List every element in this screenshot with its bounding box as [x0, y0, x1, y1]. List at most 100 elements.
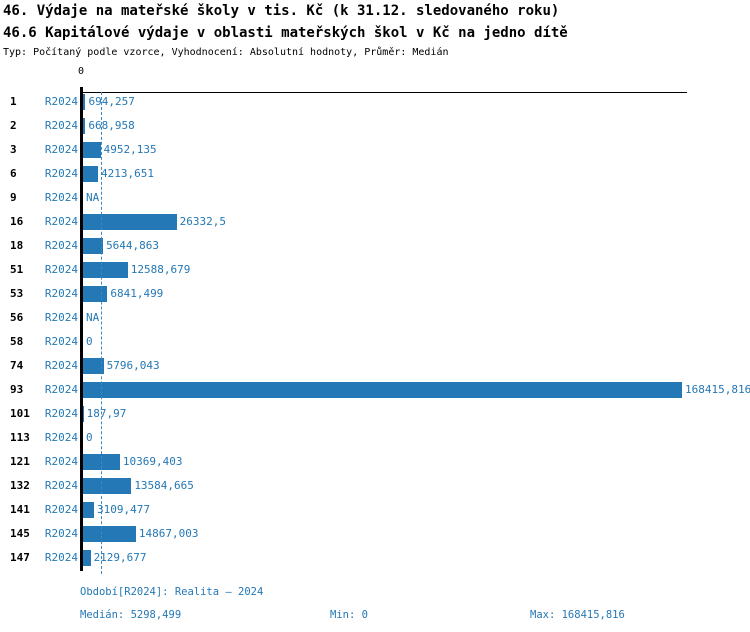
- value-label: 12588,679: [130, 263, 191, 276]
- period-link[interactable]: R2024: [44, 95, 78, 108]
- value-label: 694,257: [88, 95, 135, 108]
- value-bar: [83, 550, 91, 566]
- value-bar: [83, 166, 98, 182]
- period-link[interactable]: R2024: [44, 167, 78, 180]
- row-category-label: 101: [10, 407, 30, 420]
- period-link[interactable]: R2024: [44, 455, 78, 468]
- period-link[interactable]: R2024: [44, 431, 78, 444]
- period-link[interactable]: R2024: [44, 527, 78, 540]
- period-link[interactable]: R2024: [44, 479, 78, 492]
- value-bar: [83, 478, 132, 494]
- period-link[interactable]: R2024: [44, 407, 78, 420]
- chart-row: 74 R2024 5796,043: [0, 354, 750, 378]
- value-label: NA: [86, 191, 100, 204]
- chart-row: 1 R2024 694,257: [0, 90, 750, 114]
- value-bar: [83, 262, 128, 278]
- value-bar: [83, 286, 108, 302]
- chart-row: 141 R2024 3109,477: [0, 498, 750, 522]
- period-link[interactable]: R2024: [44, 551, 78, 564]
- x-axis-zero-tick-label: 0: [77, 66, 85, 77]
- period-link[interactable]: R2024: [44, 383, 78, 396]
- max-stat: Max: 168415,816: [530, 609, 625, 621]
- row-category-label: 16: [10, 215, 24, 228]
- value-label: 2129,677: [93, 551, 147, 564]
- period-link[interactable]: R2024: [44, 359, 78, 372]
- chart-title-line1: 46. Výdaje na mateřské školy v tis. Kč (…: [3, 3, 560, 19]
- chart-row: 53 R2024 6841,499: [0, 282, 750, 306]
- row-category-label: 9: [10, 191, 17, 204]
- period-link[interactable]: R2024: [44, 503, 78, 516]
- value-bar: [83, 238, 104, 254]
- value-label: 0: [86, 431, 93, 444]
- row-category-label: 6: [10, 167, 17, 180]
- period-link[interactable]: R2024: [44, 311, 78, 324]
- chart-row: 145 R2024 14867,003: [0, 522, 750, 546]
- period-link[interactable]: R2024: [44, 143, 78, 156]
- y-axis-line: [80, 87, 83, 571]
- chart-row: 132 R2024 13584,665: [0, 474, 750, 498]
- value-bar: [83, 382, 682, 398]
- value-label: 4952,135: [103, 143, 157, 156]
- period-link[interactable]: R2024: [44, 119, 78, 132]
- value-bar: [83, 358, 104, 374]
- row-category-label: 145: [10, 527, 30, 540]
- period-legend: Období[R2024]: Realita – 2024: [80, 586, 264, 598]
- period-link[interactable]: R2024: [44, 215, 78, 228]
- chart-row: 2 R2024 668,958: [0, 114, 750, 138]
- value-bar: [83, 502, 95, 518]
- value-bar: [83, 406, 84, 422]
- row-category-label: 58: [10, 335, 24, 348]
- value-bar: [83, 214, 177, 230]
- median-line: [100, 92, 102, 574]
- period-link[interactable]: R2024: [44, 239, 78, 252]
- chart-row: 93 R2024 168415,816: [0, 378, 750, 402]
- row-category-label: 93: [10, 383, 24, 396]
- chart-row: 16 R2024 26332,5: [0, 210, 750, 234]
- row-category-label: 141: [10, 503, 30, 516]
- chart-row: 9 R2024 NA: [0, 186, 750, 210]
- value-label: 4213,651: [100, 167, 154, 180]
- row-category-label: 56: [10, 311, 24, 324]
- value-bar: [83, 142, 101, 158]
- value-label: 168415,816: [685, 383, 750, 396]
- chart-row: 3 R2024 4952,135: [0, 138, 750, 162]
- chart-title-line2: 46.6 Kapitálové výdaje v oblasti mateřsk…: [3, 25, 568, 41]
- value-label: 668,958: [88, 119, 135, 132]
- row-category-label: 132: [10, 479, 30, 492]
- period-link[interactable]: R2024: [44, 287, 78, 300]
- row-category-label: 2: [10, 119, 17, 132]
- row-category-label: 51: [10, 263, 24, 276]
- value-label: 187,97: [86, 407, 127, 420]
- row-category-label: 121: [10, 455, 30, 468]
- chart-row: 121 R2024 10369,403: [0, 450, 750, 474]
- value-bar: [83, 118, 86, 134]
- row-category-label: 53: [10, 287, 24, 300]
- value-label: 0: [86, 335, 93, 348]
- value-label: 13584,665: [134, 479, 194, 492]
- chart-row: 56 R2024 NA: [0, 306, 750, 330]
- value-label: 26332,5: [179, 215, 226, 228]
- chart-row: 58 R2024 0: [0, 330, 750, 354]
- value-label: NA: [86, 311, 100, 324]
- chart-row: 51 R2024 12588,679: [0, 258, 750, 282]
- row-category-label: 18: [10, 239, 24, 252]
- value-bar: [83, 526, 136, 542]
- chart-row: 101 R2024 187,97: [0, 402, 750, 426]
- min-stat: Min: 0: [330, 609, 368, 621]
- value-label: 10369,403: [122, 455, 183, 468]
- value-bar: [83, 94, 86, 110]
- value-label: 6841,499: [110, 287, 164, 300]
- chart-row: 6 R2024 4213,651: [0, 162, 750, 186]
- value-label: 3109,477: [97, 503, 151, 516]
- chart-row: 113 R2024 0: [0, 426, 750, 450]
- period-link[interactable]: R2024: [44, 263, 78, 276]
- period-link[interactable]: R2024: [44, 191, 78, 204]
- value-label: 5644,863: [106, 239, 160, 252]
- x-axis-line: [81, 92, 687, 93]
- value-label: 5796,043: [106, 359, 160, 372]
- value-label: 14867,003: [138, 527, 199, 540]
- row-category-label: 113: [10, 431, 30, 444]
- period-link[interactable]: R2024: [44, 335, 78, 348]
- row-category-label: 147: [10, 551, 30, 564]
